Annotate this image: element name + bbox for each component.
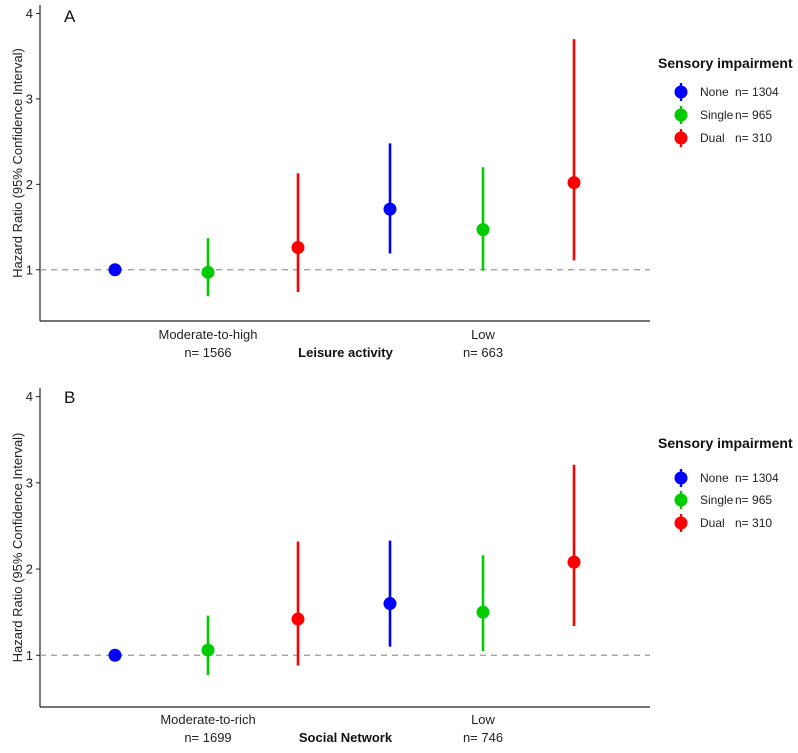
- legend-key-point: [674, 85, 688, 99]
- y-tick-label: 1: [26, 648, 33, 663]
- panel-a: 1 2 3 4 Hazard Ratio (95% Confidence Interva…: [10, 5, 793, 360]
- point-none: [108, 263, 122, 277]
- category-label: Low: [471, 327, 495, 342]
- point-dual: [291, 241, 305, 255]
- panel-label: A: [64, 7, 76, 26]
- category-label: Moderate-to-high: [159, 327, 258, 342]
- y-tick-label: 4: [26, 389, 33, 404]
- y-tick-label: 4: [26, 6, 33, 21]
- legend-title: Sensory impairment: [658, 435, 793, 451]
- point-dual: [567, 555, 581, 569]
- legend-n-label: n= 1304: [735, 85, 779, 99]
- legend-key-point: [674, 516, 688, 530]
- point-single: [201, 643, 215, 657]
- legend-key-point: [674, 131, 688, 145]
- legend-n-label: n= 965: [735, 108, 772, 122]
- category-n-label: n= 663: [463, 345, 503, 360]
- legend-n-label: n= 310: [735, 131, 772, 145]
- y-tick-label: 1: [26, 262, 33, 277]
- point-none: [383, 202, 397, 216]
- panel-b: 1 2 3 4 Hazard Ratio (95% Confidence Interva…: [10, 388, 793, 745]
- x-axis-label: Leisure activity: [298, 345, 393, 360]
- x-axis-label: Social Network: [299, 730, 393, 745]
- y-tick-label: 2: [26, 177, 33, 192]
- y-tick-label: 2: [26, 562, 33, 577]
- point-single: [476, 605, 490, 619]
- point-none: [108, 648, 122, 662]
- legend-key-point: [674, 471, 688, 485]
- y-tick-label: 3: [26, 91, 33, 106]
- category-n-label: n= 1699: [184, 730, 231, 745]
- legend-label: Single: [700, 108, 734, 122]
- legend-label: Single: [700, 493, 734, 507]
- legend-label: Dual: [700, 516, 725, 530]
- category-label: Low: [471, 712, 495, 727]
- legend-n-label: n= 310: [735, 516, 772, 530]
- legend-key-point: [674, 108, 688, 122]
- point-none: [383, 597, 397, 611]
- point-single: [476, 223, 490, 237]
- point-single: [201, 265, 215, 279]
- legend-title: Sensory impairment: [658, 55, 793, 71]
- legend-label: Dual: [700, 131, 725, 145]
- point-dual: [291, 612, 305, 626]
- y-axis-label: Hazard Ratio (95% Confidence Interval): [10, 48, 25, 278]
- legend-label: None: [700, 85, 729, 99]
- legend-label: None: [700, 471, 729, 485]
- y-tick-label: 3: [26, 475, 33, 490]
- panel-label: B: [64, 388, 75, 407]
- legend-n-label: n= 965: [735, 493, 772, 507]
- category-n-label: n= 746: [463, 730, 503, 745]
- legend-key-point: [674, 493, 688, 507]
- point-dual: [567, 176, 581, 190]
- category-label: Moderate-to-rich: [160, 712, 255, 727]
- y-axis-label: Hazard Ratio (95% Confidence Interval): [10, 433, 25, 663]
- category-n-label: n= 1566: [184, 345, 231, 360]
- legend-n-label: n= 1304: [735, 471, 779, 485]
